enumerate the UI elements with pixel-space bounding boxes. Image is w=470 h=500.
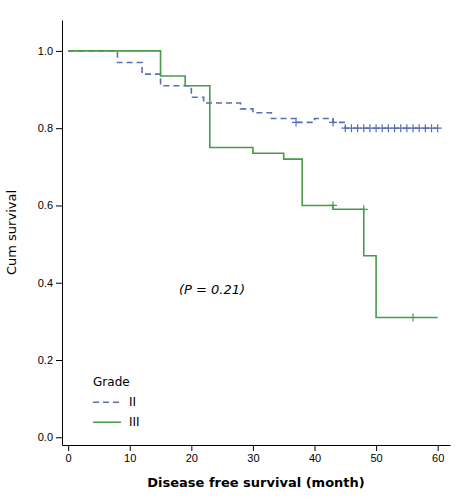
- x-axis: 0 10 20 30 40 50 60: [63, 445, 451, 464]
- annotation: (P = 0.21): [179, 282, 245, 297]
- tick: 0.4: [38, 277, 62, 289]
- legend-item: III: [93, 415, 140, 429]
- legend-swatch: [93, 421, 121, 423]
- marks: [68, 51, 442, 322]
- censor-mark: [409, 314, 417, 322]
- tick: 0.8: [38, 122, 62, 134]
- tick: 30: [247, 445, 259, 464]
- plot-area: 0 10 20 30 40 50 60 0.0 0.2 0.4 0.6 0.8 1.0 Disease f…: [4, 21, 451, 491]
- tick: 40: [309, 445, 321, 464]
- axis-line: [63, 445, 451, 446]
- censor-mark: [434, 124, 442, 132]
- tick-mark: [56, 360, 62, 361]
- tick: 10: [124, 445, 136, 464]
- tick: 50: [370, 445, 382, 464]
- tick: 1.0: [38, 45, 62, 57]
- chart: 0 10 20 30 40 50 60 0.0 0.2 0.4 0.6 0.8 1.0 Disease f…: [0, 0, 470, 500]
- legend-swatch: [93, 401, 121, 403]
- tick-mark: [315, 445, 316, 451]
- tick-label: 20: [186, 452, 198, 464]
- tick-label: 1.0: [38, 45, 53, 57]
- tick-mark: [68, 445, 69, 451]
- tick-label: 30: [247, 452, 259, 464]
- survival-line: [68, 51, 438, 128]
- tick-label: 0: [66, 452, 72, 464]
- tick-label: 0.2: [38, 354, 53, 366]
- censor-mark: [329, 118, 337, 126]
- tick-mark: [56, 205, 62, 206]
- legend-item: II: [93, 395, 136, 409]
- legend-label: II: [129, 395, 136, 409]
- tick-mark: [56, 128, 62, 129]
- x-axis-title: Disease free survival (month): [147, 475, 365, 490]
- tick-mark: [130, 445, 131, 451]
- chart-container: 0 10 20 30 40 50 60 0.0 0.2 0.4 0.6 0.8 1.0 Disease f…: [0, 0, 470, 500]
- tick-mark: [56, 51, 62, 52]
- tick-label: 40: [309, 452, 321, 464]
- tick: 60: [432, 445, 444, 464]
- tick-mark: [376, 445, 377, 451]
- y-axis: 0.0 0.2 0.4 0.6 0.8 1.0: [38, 21, 63, 446]
- tick: 20: [186, 445, 198, 464]
- y-axis-title: Cum survival: [4, 190, 19, 275]
- tick-label: 0.8: [38, 122, 53, 134]
- tick: 0.6: [38, 199, 62, 211]
- censor-mark: [292, 118, 300, 126]
- axis-line: [62, 21, 63, 446]
- tick-mark: [56, 283, 62, 284]
- tick-label: 10: [124, 452, 136, 464]
- tick-label: 0.4: [38, 277, 53, 289]
- tick-label: 60: [432, 452, 444, 464]
- censor-mark: [360, 205, 368, 213]
- tick: 0.0: [38, 431, 62, 443]
- tick-label: 50: [370, 452, 382, 464]
- tick: 0: [66, 445, 72, 464]
- tick-mark: [191, 445, 192, 451]
- tick-label: 0.0: [38, 431, 53, 443]
- survival-line: [68, 51, 438, 318]
- tick: 0.2: [38, 354, 62, 366]
- legend-label: III: [129, 415, 140, 429]
- tick-mark: [438, 445, 439, 451]
- censor-mark: [329, 201, 337, 209]
- tick-label: 0.6: [38, 199, 53, 211]
- tick-mark: [56, 437, 62, 438]
- legend-title: Grade: [93, 375, 130, 389]
- tick-mark: [253, 445, 254, 451]
- legend: GradeIIIII: [93, 375, 140, 429]
